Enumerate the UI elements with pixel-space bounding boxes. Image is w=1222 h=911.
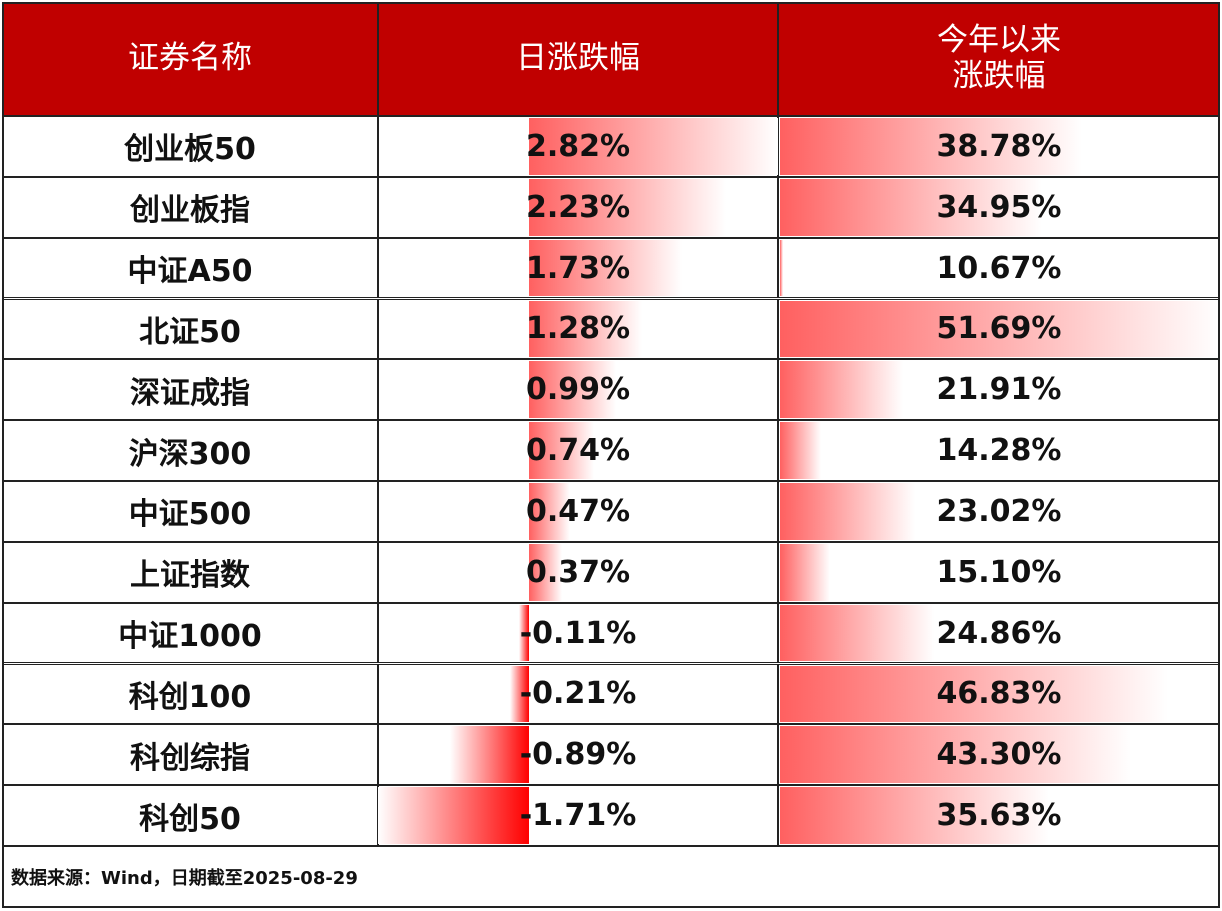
security-name: 沪深300	[128, 436, 252, 472]
security-name: 科创综指	[130, 740, 250, 776]
change-value: 46.83%	[936, 676, 1062, 712]
data-bar	[780, 178, 1042, 236]
data-bar	[378, 787, 529, 844]
table-cell	[378, 420, 778, 481]
data-bar	[528, 361, 617, 419]
security-name: 北证50	[139, 314, 241, 350]
data-bar	[780, 239, 783, 297]
data-bar	[528, 178, 726, 236]
data-bar	[528, 300, 642, 358]
header-text: 今年以来涨跌幅	[937, 22, 1061, 94]
security-name: 创业板指	[130, 193, 250, 229]
data-bar	[780, 361, 903, 419]
table-cell	[378, 298, 778, 360]
security-name: 深证成指	[130, 375, 250, 411]
change-value: 10.67%	[936, 250, 1062, 286]
change-value: -0.11%	[519, 615, 637, 651]
change-value: 0.99%	[525, 372, 631, 408]
data-bar	[780, 118, 1083, 175]
table-cell	[378, 663, 778, 725]
change-value: -0.89%	[519, 737, 637, 773]
table-cell	[378, 602, 778, 664]
change-value: 1.73%	[525, 250, 631, 286]
data-bar	[528, 483, 571, 540]
change-value: 15.10%	[936, 554, 1062, 590]
data-bar	[780, 422, 822, 479]
footer-note: 数据来源：Wind，日期截至2025-08-29	[2, 846, 1220, 908]
change-value: 24.86%	[936, 615, 1062, 651]
change-value: 34.95%	[936, 189, 1062, 225]
table-cell	[378, 541, 778, 603]
table-cell	[378, 724, 778, 786]
security-name: 上证指数	[130, 558, 250, 594]
data-bar	[780, 543, 831, 601]
header-cell: 今年以来涨跌幅	[778, 2, 1220, 116]
data-bar	[780, 300, 1220, 358]
data-bar	[450, 726, 529, 784]
data-bar	[528, 422, 595, 479]
data-bar	[780, 726, 1131, 784]
change-value: 0.74%	[525, 433, 631, 469]
table-cell	[378, 237, 778, 299]
security-name: 科创100	[128, 679, 252, 715]
data-bar	[780, 787, 1049, 844]
table-cell	[378, 481, 778, 542]
security-name: 中证A50	[127, 254, 253, 290]
data-bar	[780, 483, 915, 540]
change-value: 21.91%	[936, 372, 1062, 408]
change-value: 14.28%	[936, 433, 1062, 469]
change-value: 51.69%	[936, 311, 1062, 347]
header-text: 日涨跌幅	[516, 40, 640, 77]
header-cell: 证券名称	[2, 2, 378, 116]
change-value: 0.47%	[525, 493, 631, 529]
header-text: 证券名称	[128, 40, 252, 77]
change-value: 2.82%	[525, 128, 631, 164]
data-bar	[519, 604, 529, 662]
security-name: 中证1000	[118, 619, 262, 655]
header-cell: 日涨跌幅	[378, 2, 778, 116]
change-value: -1.71%	[519, 798, 637, 834]
change-value: 43.30%	[936, 737, 1062, 773]
security-name: 科创50	[139, 801, 241, 837]
change-value: 0.37%	[525, 554, 631, 590]
change-value: 38.78%	[936, 128, 1062, 164]
change-value: 23.02%	[936, 493, 1062, 529]
data-bar	[780, 665, 1169, 723]
security-name: 中证500	[128, 497, 252, 533]
change-value: -0.21%	[519, 676, 637, 712]
data-bar	[528, 118, 778, 175]
change-value: 2.23%	[525, 189, 631, 225]
table-cell	[378, 359, 778, 421]
change-value: 35.63%	[936, 798, 1062, 834]
data-bar	[780, 604, 935, 662]
security-name: 创业板50	[124, 132, 256, 168]
data-bar	[510, 665, 529, 723]
data-bar	[528, 543, 562, 601]
data-bar	[528, 239, 682, 297]
change-value: 1.28%	[525, 311, 631, 347]
table-cell	[378, 176, 778, 238]
